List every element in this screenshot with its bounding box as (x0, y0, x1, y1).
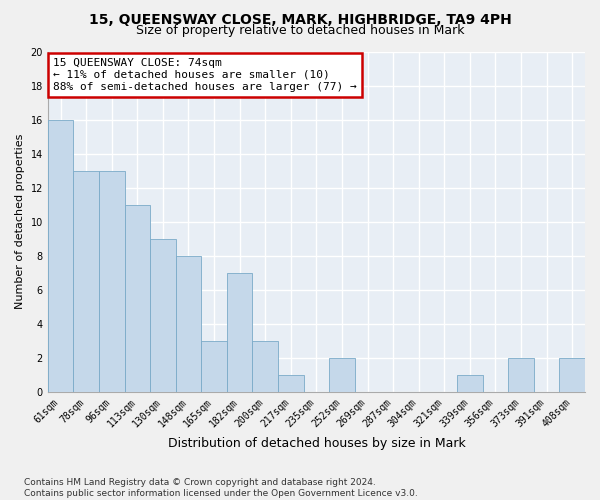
Bar (559, 358, 585, 392)
X-axis label: Distribution of detached houses by size in Mark: Distribution of detached houses by size … (167, 437, 465, 450)
Text: Contains HM Land Registry data © Crown copyright and database right 2024.
Contai: Contains HM Land Registry data © Crown c… (24, 478, 418, 498)
Bar (508, 358, 534, 392)
Y-axis label: Number of detached properties: Number of detached properties (15, 134, 25, 310)
Text: 15, QUEENSWAY CLOSE, MARK, HIGHBRIDGE, TA9 4PH: 15, QUEENSWAY CLOSE, MARK, HIGHBRIDGE, T… (89, 12, 511, 26)
Bar (201, 341, 227, 392)
Bar (125, 204, 150, 392)
Bar (176, 256, 201, 392)
Text: Size of property relative to detached houses in Mark: Size of property relative to detached ho… (136, 24, 464, 37)
Bar (329, 358, 355, 392)
Bar (99, 170, 125, 392)
Bar (73, 170, 99, 392)
Bar (48, 120, 73, 392)
Bar (227, 272, 253, 392)
Text: 15 QUEENSWAY CLOSE: 74sqm
← 11% of detached houses are smaller (10)
88% of semi-: 15 QUEENSWAY CLOSE: 74sqm ← 11% of detac… (53, 58, 357, 92)
Bar (150, 238, 176, 392)
Bar (457, 375, 482, 392)
Bar (278, 375, 304, 392)
Bar (253, 341, 278, 392)
